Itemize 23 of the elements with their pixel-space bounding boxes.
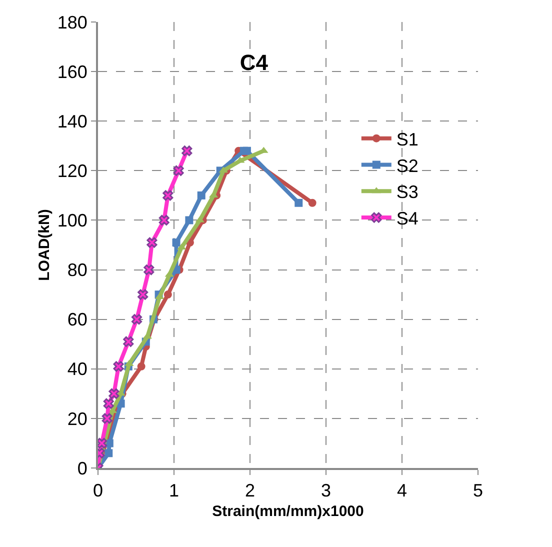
x-tick-label: 1 (168, 480, 180, 501)
y-tick-label: 120 (57, 160, 88, 181)
y-tick-label: 20 (67, 408, 88, 429)
y-tick-label: 140 (57, 111, 88, 132)
legend-label: S4 (396, 208, 418, 229)
x-tick-label: 2 (244, 480, 256, 501)
y-tick-label: 100 (57, 210, 88, 231)
y-tick-label: 160 (57, 62, 88, 82)
x-tick-label: 0 (92, 480, 104, 501)
legend-label: S2 (396, 156, 418, 176)
text: C4 (240, 50, 269, 76)
x-axis-title: Strain(mm/mm)x1000 (212, 503, 364, 520)
y-axis-title: LOAD(kN) (36, 209, 54, 281)
y-tick-label: 40 (67, 359, 88, 380)
x-tick-label: 4 (396, 480, 408, 501)
y-tick-label: 80 (67, 260, 88, 280)
x-tick-label: 3 (320, 480, 332, 501)
y-tick-label: 0 (77, 458, 88, 478)
y-tick-label: 60 (67, 310, 88, 330)
legend-label: S1 (396, 129, 418, 150)
x-tick-label: 5 (472, 480, 484, 501)
y-tick-label: 180 (57, 12, 88, 32)
legend-label: S3 (396, 182, 418, 202)
